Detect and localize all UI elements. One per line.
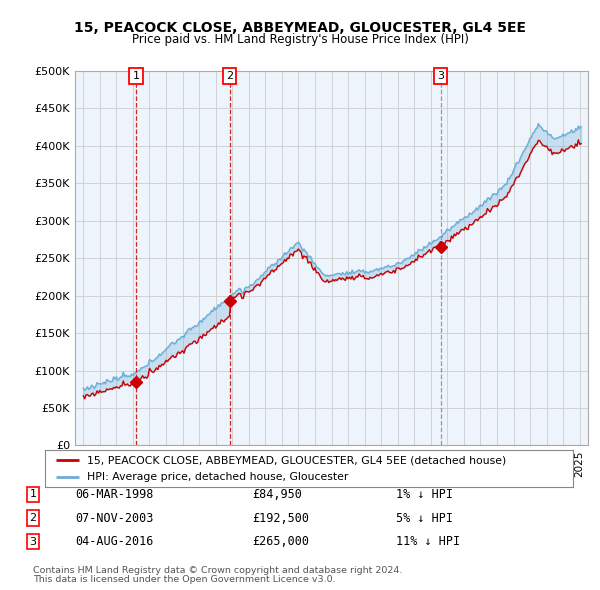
Text: 5% ↓ HPI: 5% ↓ HPI <box>396 512 453 525</box>
Text: 2: 2 <box>226 71 233 81</box>
Text: 1: 1 <box>133 71 139 81</box>
Text: 3: 3 <box>29 537 37 546</box>
Text: This data is licensed under the Open Government Licence v3.0.: This data is licensed under the Open Gov… <box>33 575 335 584</box>
Text: 07-NOV-2003: 07-NOV-2003 <box>75 512 154 525</box>
Text: 04-AUG-2016: 04-AUG-2016 <box>75 535 154 548</box>
Text: £84,950: £84,950 <box>252 488 302 501</box>
Text: HPI: Average price, detached house, Gloucester: HPI: Average price, detached house, Glou… <box>87 472 349 482</box>
Text: 1: 1 <box>29 490 37 499</box>
Text: 2: 2 <box>29 513 37 523</box>
Text: 1% ↓ HPI: 1% ↓ HPI <box>396 488 453 501</box>
Text: 15, PEACOCK CLOSE, ABBEYMEAD, GLOUCESTER, GL4 5EE: 15, PEACOCK CLOSE, ABBEYMEAD, GLOUCESTER… <box>74 21 526 35</box>
Text: Price paid vs. HM Land Registry's House Price Index (HPI): Price paid vs. HM Land Registry's House … <box>131 33 469 46</box>
Text: £192,500: £192,500 <box>252 512 309 525</box>
Text: Contains HM Land Registry data © Crown copyright and database right 2024.: Contains HM Land Registry data © Crown c… <box>33 566 403 575</box>
Text: 06-MAR-1998: 06-MAR-1998 <box>75 488 154 501</box>
Text: 15, PEACOCK CLOSE, ABBEYMEAD, GLOUCESTER, GL4 5EE (detached house): 15, PEACOCK CLOSE, ABBEYMEAD, GLOUCESTER… <box>87 455 506 465</box>
Text: 3: 3 <box>437 71 444 81</box>
Text: 11% ↓ HPI: 11% ↓ HPI <box>396 535 460 548</box>
Text: £265,000: £265,000 <box>252 535 309 548</box>
